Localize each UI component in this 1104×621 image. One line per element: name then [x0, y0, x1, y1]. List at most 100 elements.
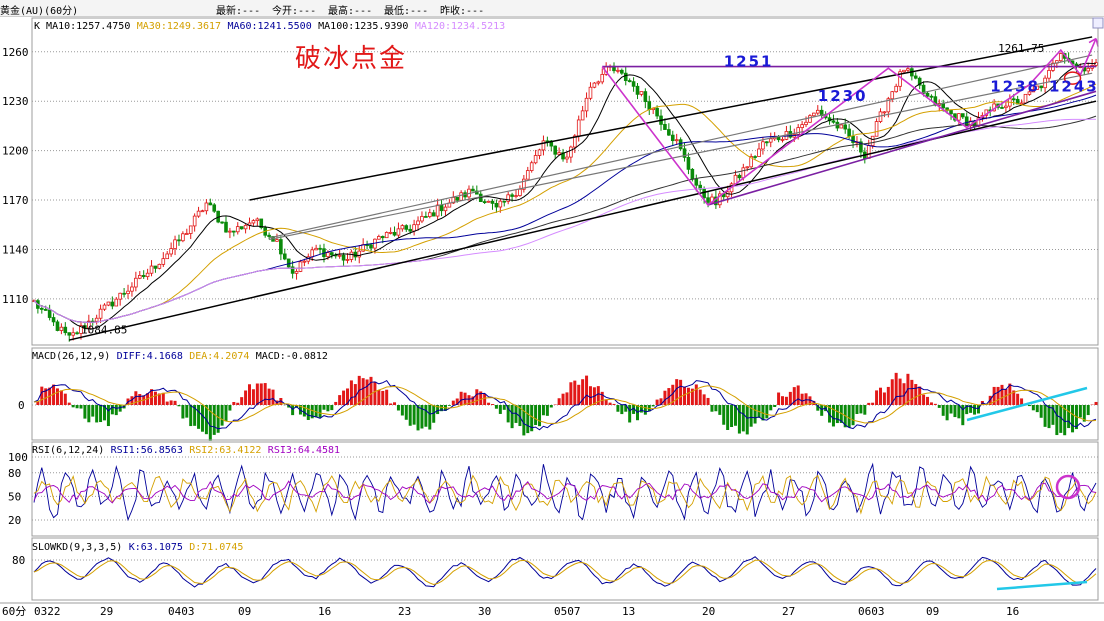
- candle-body: [843, 124, 848, 130]
- candle-body: [851, 135, 855, 143]
- candle-body: [427, 212, 432, 218]
- candle-body: [745, 166, 750, 169]
- candle-body: [631, 81, 636, 87]
- candle-body: [706, 197, 710, 203]
- macd-legend-item: MACD(26,12,9): [32, 351, 110, 362]
- candle-body: [1004, 105, 1008, 109]
- kd-legend-item: SLOWKD(9,3,3,5): [32, 542, 122, 553]
- candle-body: [435, 204, 440, 217]
- slowkd-panel[interactable]: [33, 556, 1097, 591]
- candle-body: [412, 224, 416, 232]
- rsi-tick-label: 80: [8, 467, 21, 480]
- candle-body: [404, 225, 409, 230]
- candle-body: [43, 309, 48, 311]
- candle-body: [780, 138, 785, 141]
- candle-body: [1035, 85, 1040, 90]
- candle-body: [251, 220, 256, 224]
- candle-body: [192, 215, 197, 227]
- candle-body: [75, 332, 79, 335]
- candle-body: [667, 129, 671, 136]
- candle-body: [870, 135, 875, 146]
- x-tick-label: 23: [398, 605, 411, 618]
- panel-frame: [31, 537, 1099, 601]
- candle-body: [294, 271, 299, 274]
- candle-body: [239, 226, 244, 230]
- chart-area[interactable]: 1260 1230 1200 1170 1140 1110 0 100 80 50 20 80 032…: [0, 17, 1104, 621]
- candle-body: [173, 239, 177, 249]
- macd-legend-item: DEA:4.2074: [189, 351, 249, 362]
- candle-body: [310, 249, 315, 258]
- price-legend-item: MA60:1241.5500: [227, 21, 311, 32]
- candle-body: [282, 253, 287, 260]
- candle-body: [768, 138, 773, 143]
- candle-body: [698, 184, 703, 190]
- kd-legend-item: D:71.0745: [189, 542, 243, 553]
- candle-body: [533, 155, 538, 164]
- candle-body: [949, 109, 953, 115]
- x-tick-label: 0403: [168, 605, 195, 618]
- candle-body: [302, 260, 307, 263]
- candle-body: [63, 326, 68, 334]
- candle-body: [181, 233, 185, 242]
- ma30-line: [33, 83, 1097, 323]
- price-tick-label: 1200: [2, 145, 29, 158]
- candle-body: [702, 188, 706, 199]
- macd-panel[interactable]: [33, 372, 1098, 441]
- candle-body: [377, 236, 381, 240]
- candle-body: [890, 91, 895, 100]
- candle-body: [620, 69, 624, 74]
- price-annotation: 1261.75: [998, 42, 1044, 55]
- scroll-up-button[interactable]: [1092, 17, 1104, 29]
- candle-body: [341, 254, 346, 261]
- candle-body: [55, 321, 60, 331]
- x-tick-label: 27: [782, 605, 795, 618]
- candle-body: [1047, 70, 1051, 79]
- price-legend-item: MA120:1234.5213: [415, 21, 505, 32]
- candle-body: [275, 239, 279, 242]
- x-tick-label: 16: [1006, 605, 1019, 618]
- candle-body: [753, 156, 757, 158]
- candle-body: [137, 275, 142, 279]
- candle-body: [177, 239, 181, 242]
- rsi-panel[interactable]: [33, 462, 1097, 522]
- candle-body: [815, 109, 820, 114]
- candle-body: [130, 286, 134, 292]
- candle-body: [1019, 102, 1024, 105]
- candle-body: [110, 301, 115, 307]
- candle-body: [196, 210, 201, 217]
- candle-body: [588, 86, 593, 99]
- candle-body: [369, 244, 373, 249]
- candle-body: [627, 80, 632, 83]
- price-panel[interactable]: [32, 36, 1099, 342]
- ma10-line: [33, 62, 1097, 330]
- candle-body: [682, 148, 687, 158]
- candle-body: [600, 74, 605, 83]
- candle-body: [553, 145, 558, 155]
- stat-open: 今开:---: [272, 6, 317, 17]
- candle-body: [576, 119, 581, 137]
- candle-body: [737, 174, 742, 179]
- price-legend-item: K: [34, 21, 40, 32]
- candle-body: [388, 231, 393, 234]
- candle-body: [960, 113, 965, 118]
- candle-body: [655, 107, 659, 117]
- candle-body: [345, 259, 350, 261]
- ma120-line: [33, 118, 1097, 323]
- candle-body: [902, 69, 906, 73]
- candle-body: [964, 116, 969, 127]
- x-tick-label: 09: [926, 605, 939, 618]
- chart-title: 破冰点金: [295, 44, 408, 74]
- candle-body: [1058, 53, 1063, 62]
- kd-tick-label: 80: [12, 554, 25, 567]
- candle-body: [286, 258, 291, 268]
- candle-body: [1039, 85, 1043, 89]
- candle-body: [259, 218, 264, 229]
- candle-body: [220, 221, 224, 224]
- x-tick-label: 0603: [858, 605, 885, 618]
- candle-body: [1011, 98, 1016, 101]
- candle-body: [565, 156, 569, 160]
- candle-body: [529, 162, 534, 171]
- candle-body: [482, 201, 487, 203]
- candle-body: [580, 110, 585, 121]
- candle-body: [616, 69, 620, 72]
